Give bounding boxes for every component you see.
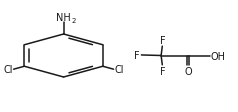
Text: F: F xyxy=(160,36,165,46)
Text: F: F xyxy=(134,50,139,60)
Text: F: F xyxy=(160,66,165,76)
Text: Cl: Cl xyxy=(115,65,124,75)
Text: OH: OH xyxy=(211,51,226,61)
Text: Cl: Cl xyxy=(3,65,13,75)
Text: 2: 2 xyxy=(71,18,76,24)
Text: O: O xyxy=(184,66,192,76)
Text: NH: NH xyxy=(56,13,71,23)
